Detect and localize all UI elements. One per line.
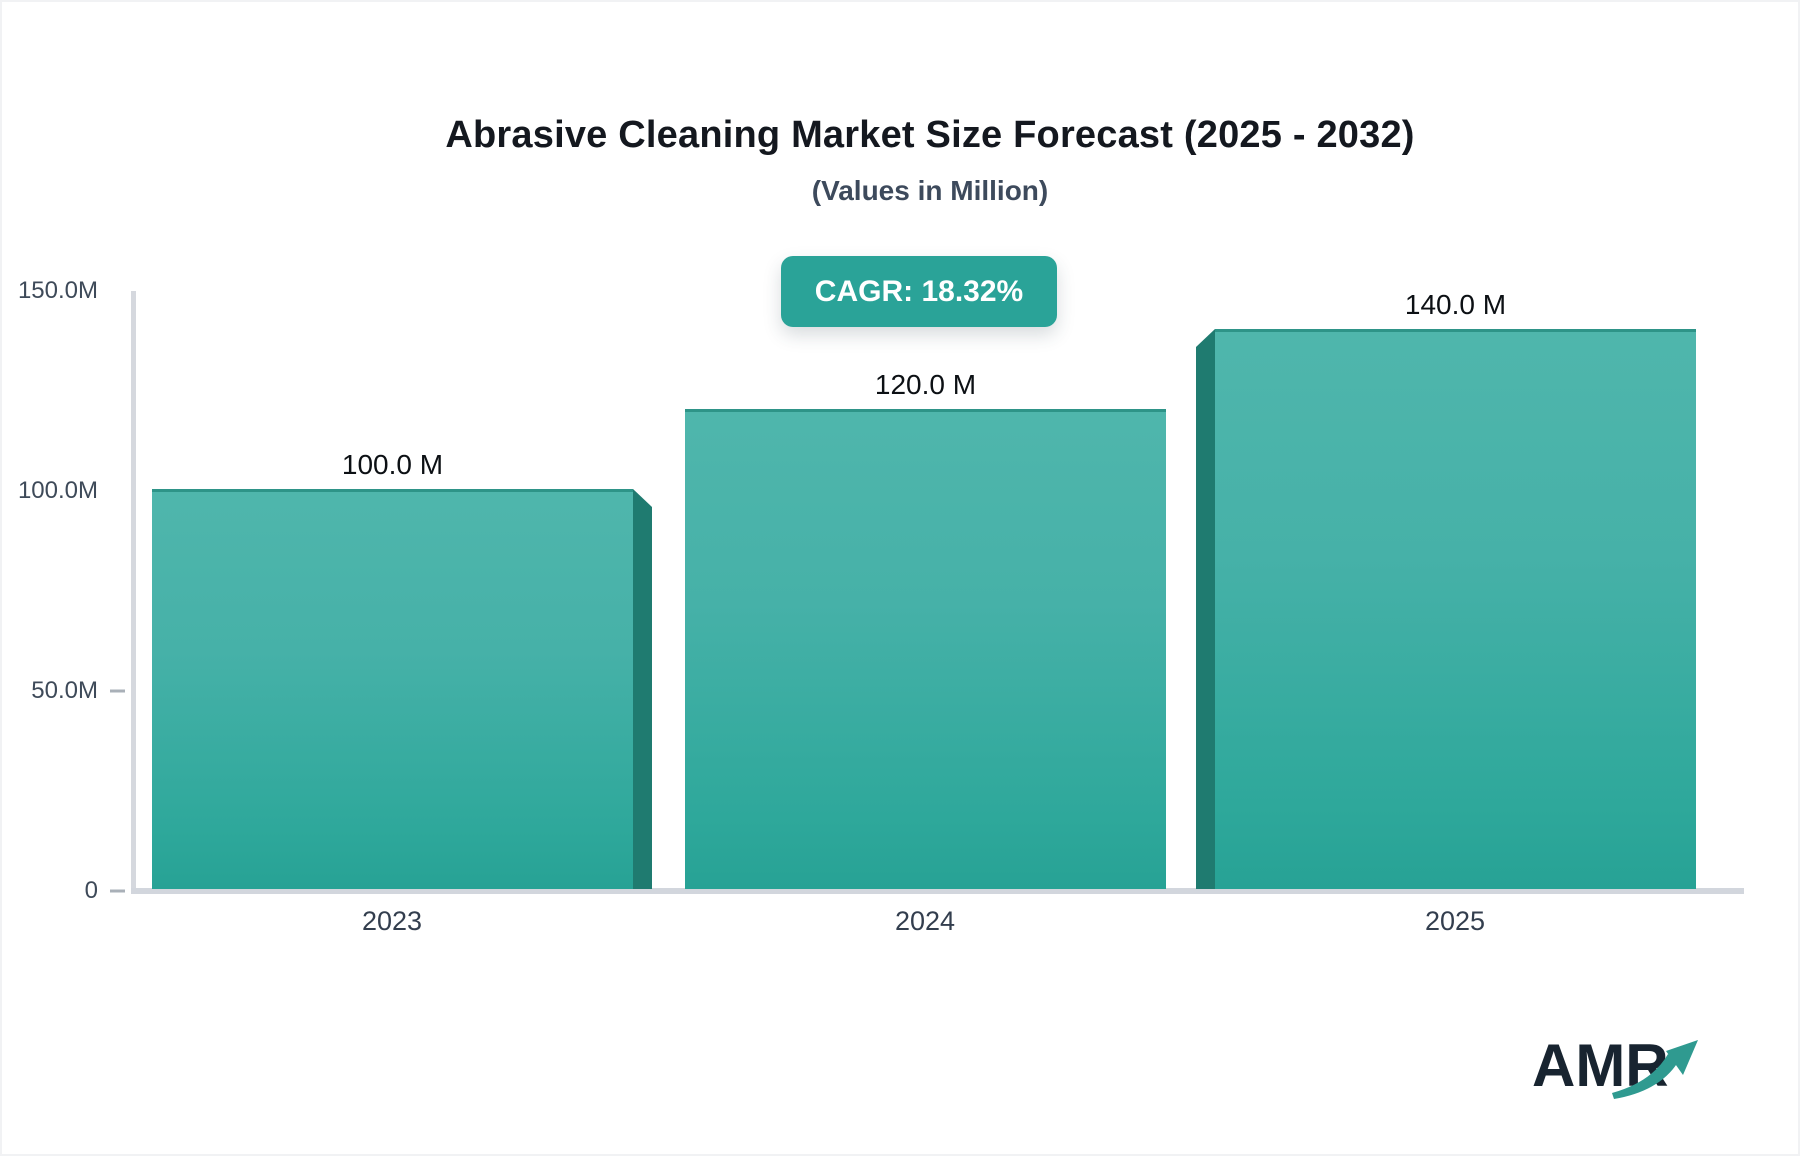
chart-title: Abrasive Cleaning Market Size Forecast (… [445, 114, 1415, 156]
amr-logo-arrow-head [1666, 1040, 1698, 1075]
x-axis-label-2025: 2025 [1424, 906, 1486, 936]
bar-2024[interactable] [685, 409, 1166, 889]
chart-subtitle: (Values in Million) [811, 175, 1049, 206]
x-axis-label-2023: 2023 [361, 906, 423, 936]
amr-logo-text: AMR [1532, 1032, 1669, 1099]
bar-value-label: 120.0 M [874, 369, 977, 400]
bar-3d-edge [1196, 329, 1215, 889]
x-axis-label-2024: 2024 [894, 906, 956, 936]
bar-value-label: 140.0 M [1404, 289, 1507, 320]
y-axis-line [131, 291, 136, 889]
x-axis-baseline [131, 888, 1744, 894]
y-axis-tick-mark [110, 889, 125, 893]
bar-2025[interactable] [1215, 329, 1696, 889]
bar-column-2023: 100.0 M [152, 449, 652, 889]
bar-column-2024: 120.0 M [685, 369, 1166, 889]
y-axis-tick-label: 0 [84, 877, 98, 904]
bar-column-2025: 140.0 M [1196, 289, 1696, 889]
y-axis-tick-mark [110, 689, 125, 693]
cagr-badge: CAGR: 18.32% [781, 256, 1057, 327]
y-axis-tick-label: 50.0M [31, 677, 98, 704]
y-axis-tick-label: 100.0M [17, 477, 98, 504]
y-axis-tick-label: 150.0M [17, 277, 98, 304]
chart-header: Abrasive Cleaning Market Size Forecast (… [2, 2, 1798, 207]
bar-value-label: 100.0 M [341, 449, 444, 480]
amr-logo-arrow-swoosh [1612, 1054, 1678, 1099]
bar-3d-edge [633, 489, 652, 889]
amr-logo: AMR [1532, 1032, 1698, 1099]
bar-2023[interactable] [152, 489, 633, 889]
